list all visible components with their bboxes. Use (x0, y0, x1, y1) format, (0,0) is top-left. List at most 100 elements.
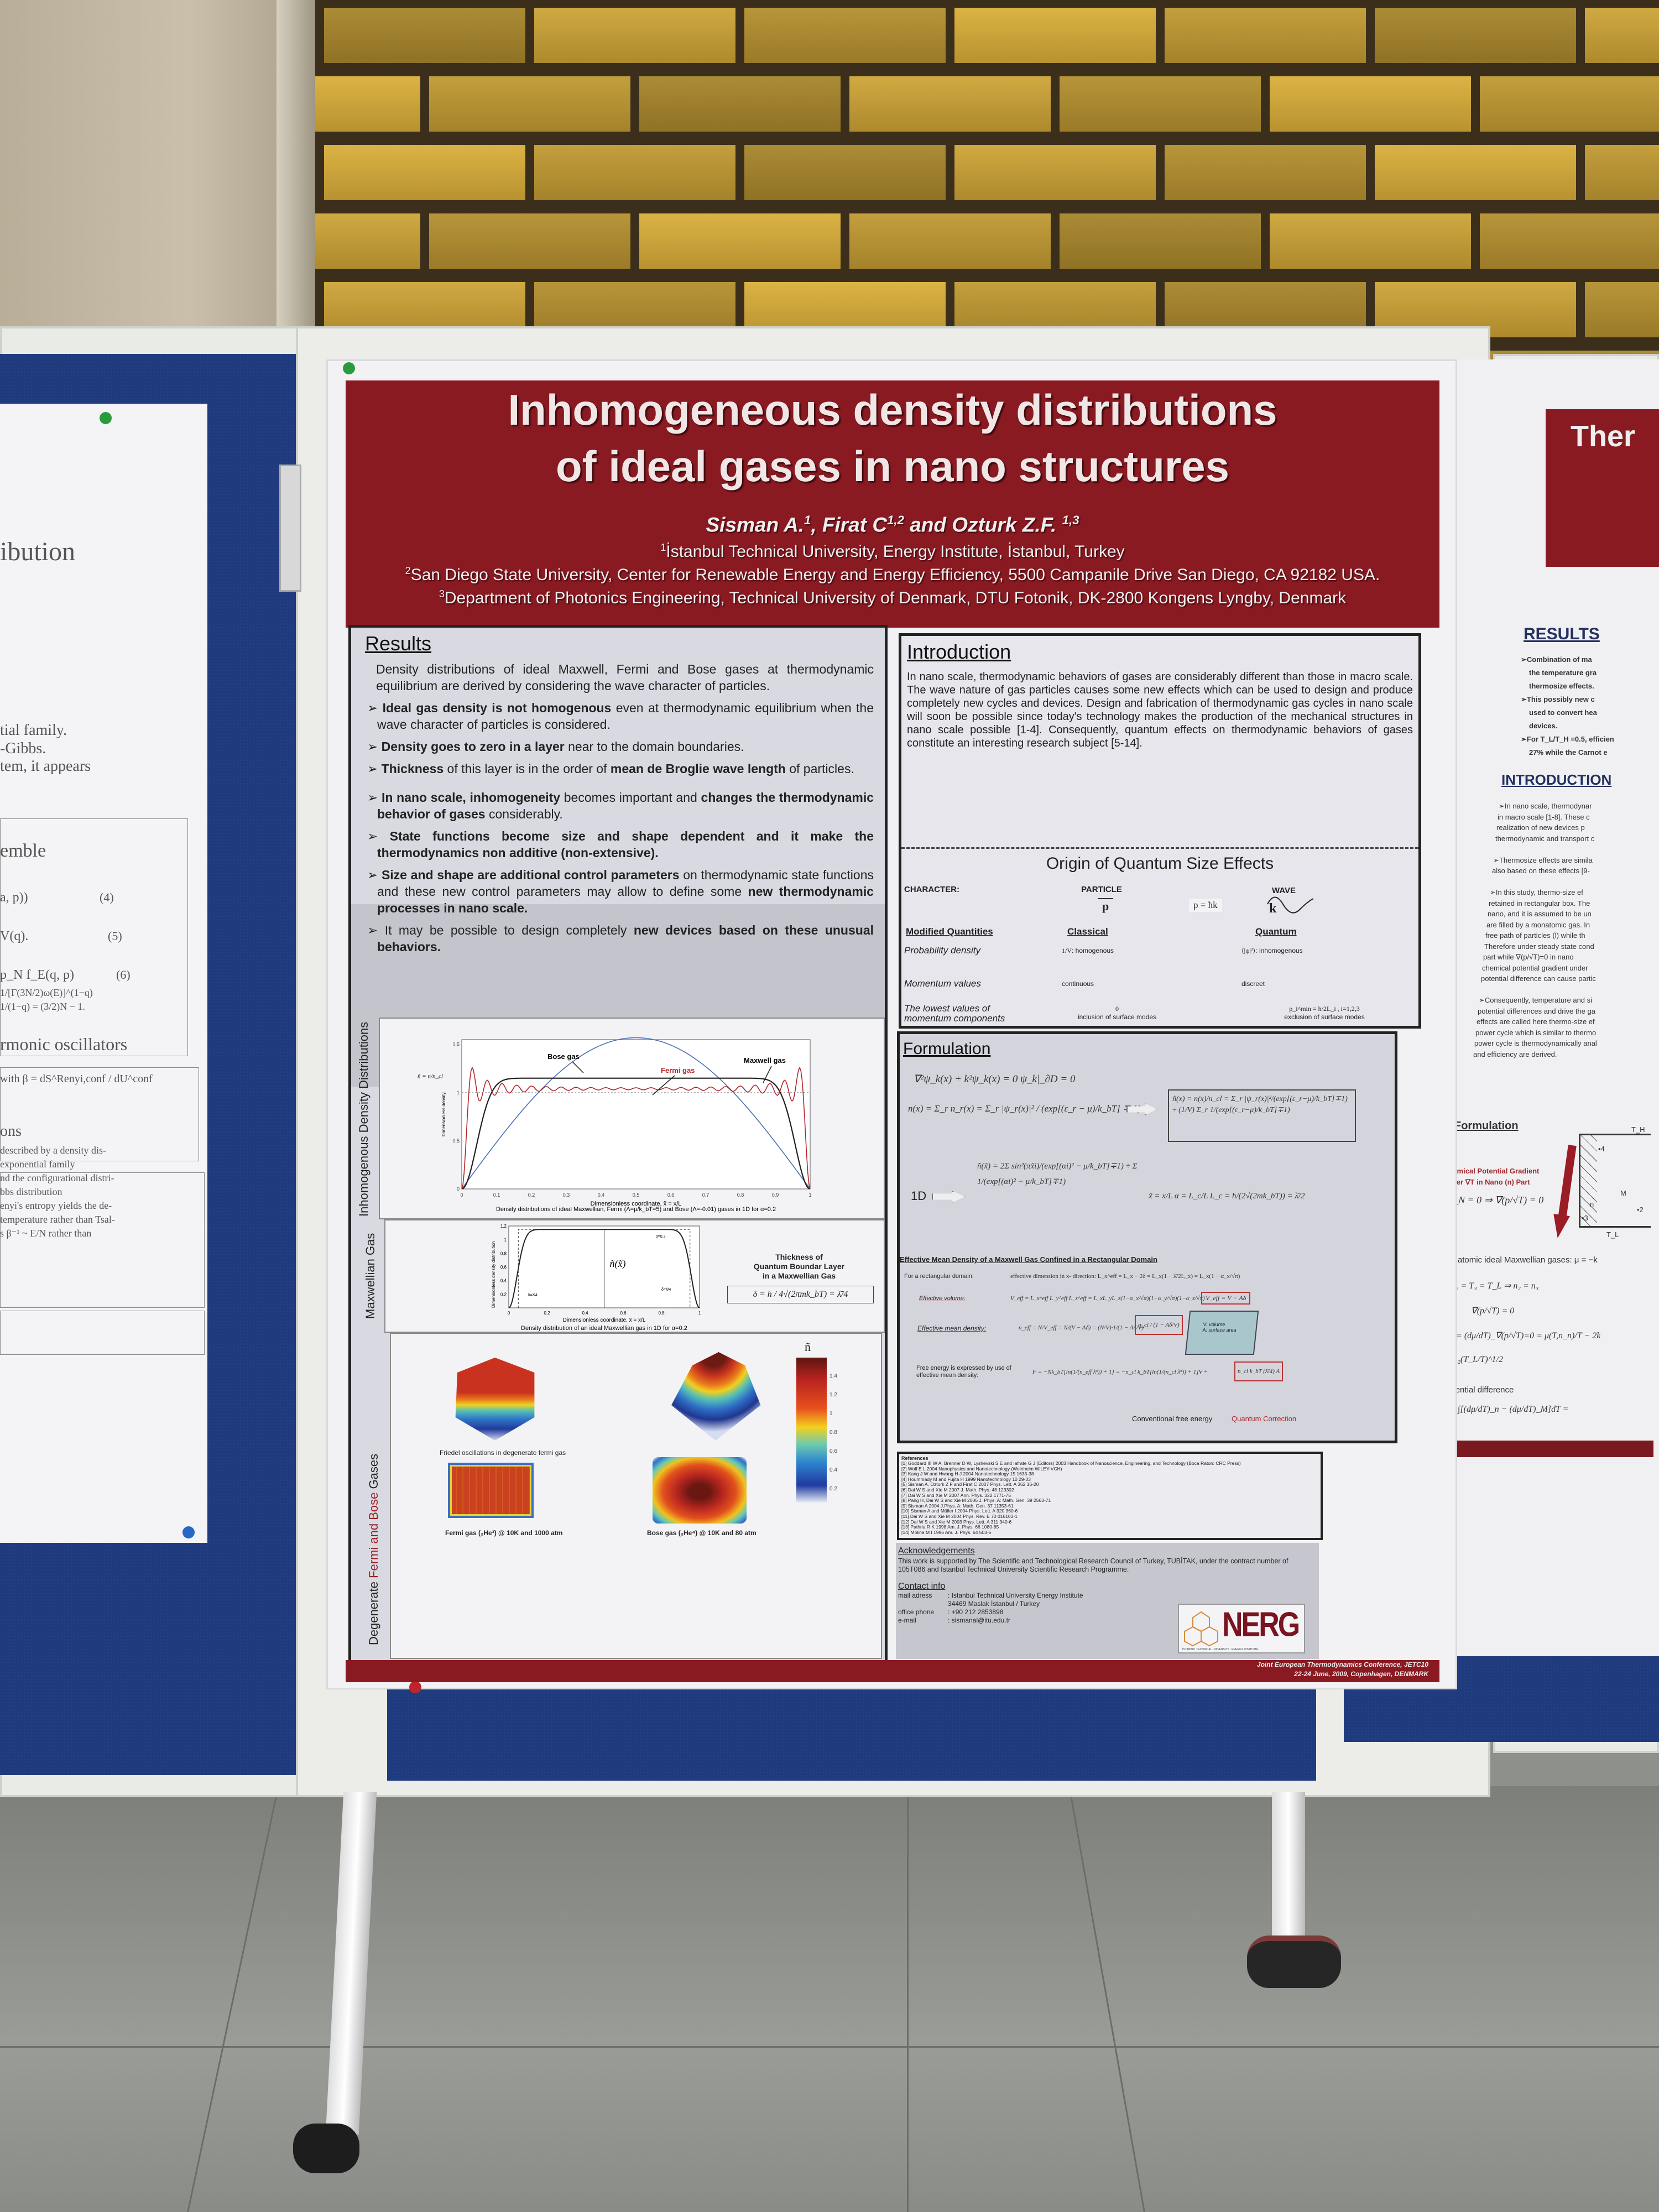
colorbar-tick: 0.4 (830, 1467, 837, 1473)
y-axis-label: Dimensionless density, (441, 1092, 446, 1136)
wave-label: WAVE (1272, 886, 1296, 895)
left-poster-text: a, p)) (0, 890, 28, 905)
brick (1060, 76, 1261, 132)
stand-wheel (1247, 1936, 1341, 1988)
author-sup: 1,2 (887, 513, 904, 527)
maxwellian-plot: 0 0.2 0.4 0.6 0.8 1 0.2 0.4 0.6 0.8 1 1.2 Dimensionl… (491, 1224, 701, 1332)
brick (1060, 213, 1261, 269)
bullet-text: changes the thermodynamic behavior of ga… (377, 790, 874, 821)
brick (1375, 145, 1576, 200)
colorbar-tick: 1.2 (830, 1392, 837, 1398)
friedel-caption: Friedel oscillations in degenerate fermi… (440, 1449, 566, 1457)
bullet-text: of this layer is in the order of (444, 761, 611, 776)
side-label-degenerate: Degenerate Fermi and Bose Gases (367, 1454, 381, 1645)
contact-row: office phone: +90 212 2853898 (898, 1608, 1319, 1616)
left-poster-text: nd the configurational distri- (0, 1172, 114, 1183)
brick (744, 8, 946, 63)
reference-item: [1] Goddard III W A, Brenner D W, Lyshev… (901, 1460, 1241, 1466)
bullet-text: becomes important and (560, 790, 701, 805)
aff-text: Department of Photonics Engineering, Tec… (444, 589, 1347, 607)
x-tick-label: 0.8 (658, 1311, 665, 1316)
origin-row-label: Probability density (904, 945, 980, 956)
red-arrow-icon (1550, 1144, 1579, 1240)
results-bullet: ➢ Ideal gas density is not homogenous ev… (365, 700, 874, 733)
affiliation-2: 2San Diego State University, Center for … (346, 565, 1439, 585)
brick (315, 213, 420, 269)
reference-item: [8] Pang H, Dai W S and Xie M 2006 J. Ph… (901, 1498, 1051, 1504)
bullet-arrow-icon: ➢ (367, 790, 382, 805)
formulation-heading: Formulation (903, 1040, 991, 1058)
results-text: Results Density distributions of ideal M… (365, 632, 874, 955)
bullet-text: It may be possible to design completely (384, 923, 634, 937)
x-tick-label: 1 (698, 1311, 701, 1316)
bose-gas-curve (461, 1037, 811, 1190)
right-intro-line: chemical potential gradient under (1482, 963, 1588, 972)
plot-caption: Density distribution of an ideal Maxwell… (521, 1325, 687, 1332)
reference-item: [2] Wolf E L 2004 Nanophysics and Nanote… (901, 1465, 1062, 1472)
right-intro-line: and efficiency are derived. (1473, 1050, 1557, 1058)
brick (534, 145, 735, 200)
x-tick-label: 0.2 (528, 1192, 535, 1198)
quantum-correction-label: Quantum Correction (1232, 1415, 1297, 1423)
reference-item: [3] Kang J W and Hwang H J 2004 Nanotech… (901, 1471, 1034, 1477)
brick (1165, 145, 1366, 200)
one-d-density-equation: ñ(x̃) = 2Σ sin²(πx̃i)/(exp[(αi)² − μ/k_b… (977, 1162, 1138, 1186)
brick (534, 8, 735, 63)
reference-item: [6] Dai W S and Xie M 2007 J. Math. Phys… (901, 1486, 1014, 1493)
right-intro-heading: INTRODUCTION (1501, 771, 1612, 788)
origin-row-label: Momentum values (904, 978, 981, 989)
introduction-section: Introduction In nano scale, thermodynami… (899, 633, 1421, 1029)
bullet-arrow-icon: ➢ (367, 701, 383, 715)
box-label: A: surface area (1202, 1327, 1237, 1333)
effective-density-title: Effective Mean Density of a Maxwell Gas … (900, 1255, 1157, 1264)
bullet-text: of particles. (785, 761, 854, 776)
y-tick-label: 1.5 (452, 1042, 460, 1047)
wave-icon (1267, 896, 1314, 914)
wave-vector-symbol: k (1269, 901, 1277, 916)
gradient-label: Chemical Potential Gradient (1443, 1167, 1540, 1175)
left-poster-text: (4) (100, 890, 114, 904)
floor-joint (1068, 1786, 1145, 2212)
y-axis-symbol: ñ = n/n_cl (418, 1073, 443, 1080)
gradient-equation: J_N = 0 ⇒ ∇(p/√T) = 0 (1449, 1194, 1544, 1206)
diagram-label: •2 (1637, 1206, 1644, 1214)
contact-row: e-mail: sismanal@itu.edu.tr (898, 1616, 1319, 1625)
particle-momentum-symbol: p (1098, 898, 1114, 914)
diagram-label: T_L (1606, 1230, 1619, 1239)
y-tick-label: 0.6 (500, 1265, 507, 1270)
quantum-correction-box: n_cl k_bT (λ̄/4) A (1234, 1361, 1284, 1381)
bose-density-heatmap (653, 1457, 747, 1524)
right-intro-line: potential difference can cause partic (1481, 974, 1596, 983)
y-axis-label: Dimensionless density distribution (491, 1241, 496, 1308)
bullet-arrow-icon: ➢ (367, 739, 382, 754)
x-tick-label: 0.6 (667, 1192, 675, 1198)
nerg-logo: NERG İSTANBUL TECHNICAL UNIVERSITY · ENE… (1178, 1604, 1305, 1653)
bose-caption: Bose gas (₂He⁴) @ 10K and 80 atm (647, 1529, 757, 1537)
left-poster-text: (6) (116, 968, 131, 982)
effective-volume-equation: V_eff = L_x^eff L_y^eff L_z^eff = L_xL_y… (1010, 1295, 1205, 1302)
density-distribution-plot: 0 0.1 0.2 0.3 0.4 0.5 0.6 0.7 0.8 0.9 1 0 0.5 1 1.5 Dim… (418, 1037, 812, 1213)
classical-text: continuous (1062, 980, 1094, 988)
left-poster-box (0, 1067, 199, 1161)
brick (1270, 213, 1471, 269)
results-bullet: ➢ Size and shape are additional control … (365, 867, 874, 916)
effective-mean-density-equation: n_eff = N/V_eff = N/(V − Aδ) = (N/V)·1/(… (1019, 1324, 1150, 1331)
origin-column-header: Quantum (1255, 926, 1297, 937)
plot-caption: Density distributions of ideal Maxwellia… (496, 1206, 776, 1213)
bullet-text: mean de Broglie wave length (610, 761, 786, 776)
colorbar-ticks: 1.4 1.2 1 0.8 0.6 0.4 0.2 (830, 1358, 852, 1503)
origin-quantum-value: p_i^min = h/2L_i , i=1,2,3 exclusion of s… (1241, 1005, 1407, 1021)
results-bullet: ➢ In nano scale, inhomogeneity becomes i… (365, 789, 874, 822)
particle-label: PARTICLE (1081, 885, 1122, 894)
fermi-density-heatmap (448, 1463, 534, 1518)
poster-footer: Joint European Thermodynamics Conference… (346, 1660, 1439, 1682)
maxwell-gas-curve (461, 1077, 811, 1190)
right-results-line: used to convert hea (1529, 708, 1597, 717)
push-pin (409, 1681, 421, 1693)
left-poster-text: with β = dS^Renyi,conf / dU^conf (0, 1073, 153, 1085)
right-board-felt (1344, 1653, 1659, 1742)
diagram-label: T_H (1631, 1125, 1645, 1134)
introduction-heading: Introduction (907, 640, 1011, 663)
de-broglie-relation: p = ħk (1189, 899, 1222, 912)
bullet-text: Density goes to zero in a layer (381, 739, 565, 754)
